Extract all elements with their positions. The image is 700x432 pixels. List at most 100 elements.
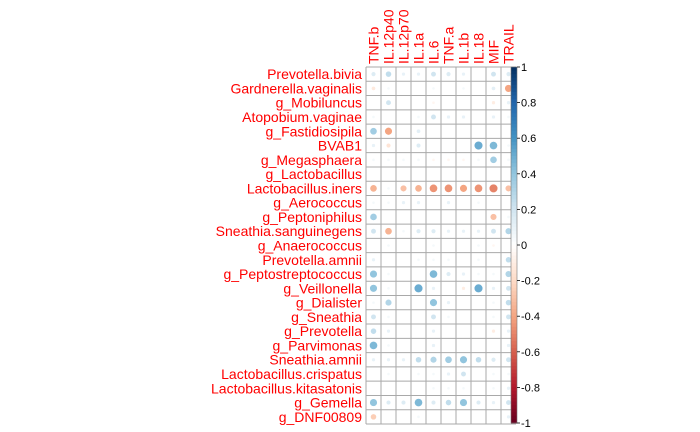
correlation-circle	[446, 314, 451, 319]
correlation-circle	[473, 140, 484, 151]
colorbar-segment	[511, 301, 517, 307]
correlation-circle	[413, 283, 424, 293]
correlation-circle	[386, 243, 391, 248]
colorbar-segment	[511, 91, 517, 96]
colorbar-segment	[511, 177, 517, 182]
row-label: BVAB1	[318, 138, 362, 154]
row-label: g_Dialister	[296, 295, 362, 311]
correlation-circle	[431, 257, 436, 262]
correlation-circle	[431, 215, 436, 219]
correlation-circle	[461, 386, 466, 391]
colorbar-segment	[511, 355, 517, 360]
correlation-circle	[416, 243, 421, 248]
correlation-circle	[386, 86, 391, 91]
colorbar-segment	[511, 316, 517, 321]
correlation-circle	[369, 284, 378, 293]
row-label: Lactobacillus.iners	[247, 180, 362, 196]
correlation-circle	[491, 386, 496, 391]
correlation-circle	[475, 356, 482, 364]
correlation-circle	[371, 257, 376, 263]
correlation-circle	[476, 215, 481, 219]
correlation-circle	[414, 398, 423, 407]
colorbar-segment	[511, 394, 517, 399]
correlation-circle	[446, 414, 451, 419]
correlation-circle	[476, 72, 481, 77]
correlation-circle	[446, 343, 451, 348]
correlation-circle	[491, 343, 496, 348]
colorbar-segment	[511, 205, 517, 210]
colorbar-segment	[511, 245, 517, 250]
colorbar-segment	[511, 141, 517, 146]
correlation-circle	[491, 172, 496, 177]
correlation-circle	[476, 414, 481, 419]
colorbar-segment	[511, 191, 517, 196]
correlation-circle	[489, 213, 498, 221]
correlation-circle	[384, 298, 393, 307]
correlation-circle	[461, 228, 466, 234]
correlation-circle	[385, 142, 392, 149]
correlation-circle	[488, 183, 499, 194]
correlation-circle	[371, 357, 376, 362]
correlation-circle	[476, 228, 481, 234]
colorbar-segment	[511, 188, 517, 193]
correlation-circle	[401, 372, 406, 376]
correlation-circle	[416, 314, 421, 319]
colorbar-segment	[511, 212, 517, 218]
colorbar-tick-label: -0.2	[521, 276, 540, 288]
correlation-circle	[444, 183, 453, 193]
correlation-circle	[491, 114, 496, 120]
correlation-circle	[476, 386, 481, 391]
row-label: g_Aerococcus	[273, 195, 362, 211]
correlation-circle	[416, 272, 421, 276]
colorbar-segment	[511, 99, 517, 104]
correlation-circle	[461, 414, 466, 419]
correlation-circle	[476, 129, 481, 134]
column-label: IL.12p40	[381, 9, 397, 64]
correlation-circle	[446, 157, 451, 162]
colorbar-segment	[511, 156, 517, 161]
correlation-circle	[371, 386, 376, 391]
correlation-circle	[429, 298, 438, 307]
column-label: MIF	[486, 40, 502, 64]
correlation-circle	[400, 399, 407, 406]
correlation-circle	[461, 271, 466, 277]
correlation-circle	[490, 357, 497, 363]
correlation-circle	[431, 129, 436, 134]
correlation-circle	[461, 71, 466, 77]
correlation-circle	[491, 243, 496, 248]
column-label: TNF.a	[441, 26, 457, 64]
colorbar-segment	[511, 390, 517, 396]
correlation-circle	[461, 215, 466, 219]
colorbar-segment	[511, 102, 517, 107]
row-labels: Prevotella.biviaGardnerella.vaginalisg_M…	[211, 66, 362, 425]
colorbar-segment	[511, 280, 517, 285]
row-label: g_Peptostreptococcus	[223, 266, 362, 282]
column-labels: TNF.b IL.12p40 IL.12p70 IL.1a IL.6 TNF.a IL.1b…	[366, 9, 517, 64]
colorbar-segment	[511, 237, 517, 242]
colorbar-segment	[511, 116, 517, 121]
correlation-circle	[489, 155, 498, 164]
correlation-circle	[476, 272, 481, 276]
colorbar-tick-label: -0.6	[521, 347, 540, 359]
colorbar-segment	[511, 180, 517, 185]
colorbar-segment	[511, 198, 517, 203]
correlation-circle	[401, 129, 406, 134]
correlation-circle	[386, 172, 391, 177]
colorbar-segment	[511, 255, 517, 260]
correlation-circle	[401, 386, 406, 391]
correlation-circle	[444, 355, 453, 364]
colorbar-segment	[511, 401, 517, 406]
correlation-circle	[461, 343, 466, 348]
correlation-circle	[430, 399, 437, 406]
correlation-circle	[416, 128, 421, 134]
correlation-circle	[476, 243, 481, 248]
colorbar-segment	[511, 348, 517, 353]
correlation-circle	[370, 228, 377, 235]
colorbar-segment	[511, 184, 517, 189]
colorbar-segment	[511, 209, 517, 214]
correlation-circle	[490, 228, 497, 235]
correlation-circle	[461, 286, 466, 291]
colorbar-segment	[511, 166, 517, 171]
colorbar-segment	[511, 195, 517, 200]
colorbar-segment	[511, 159, 517, 164]
